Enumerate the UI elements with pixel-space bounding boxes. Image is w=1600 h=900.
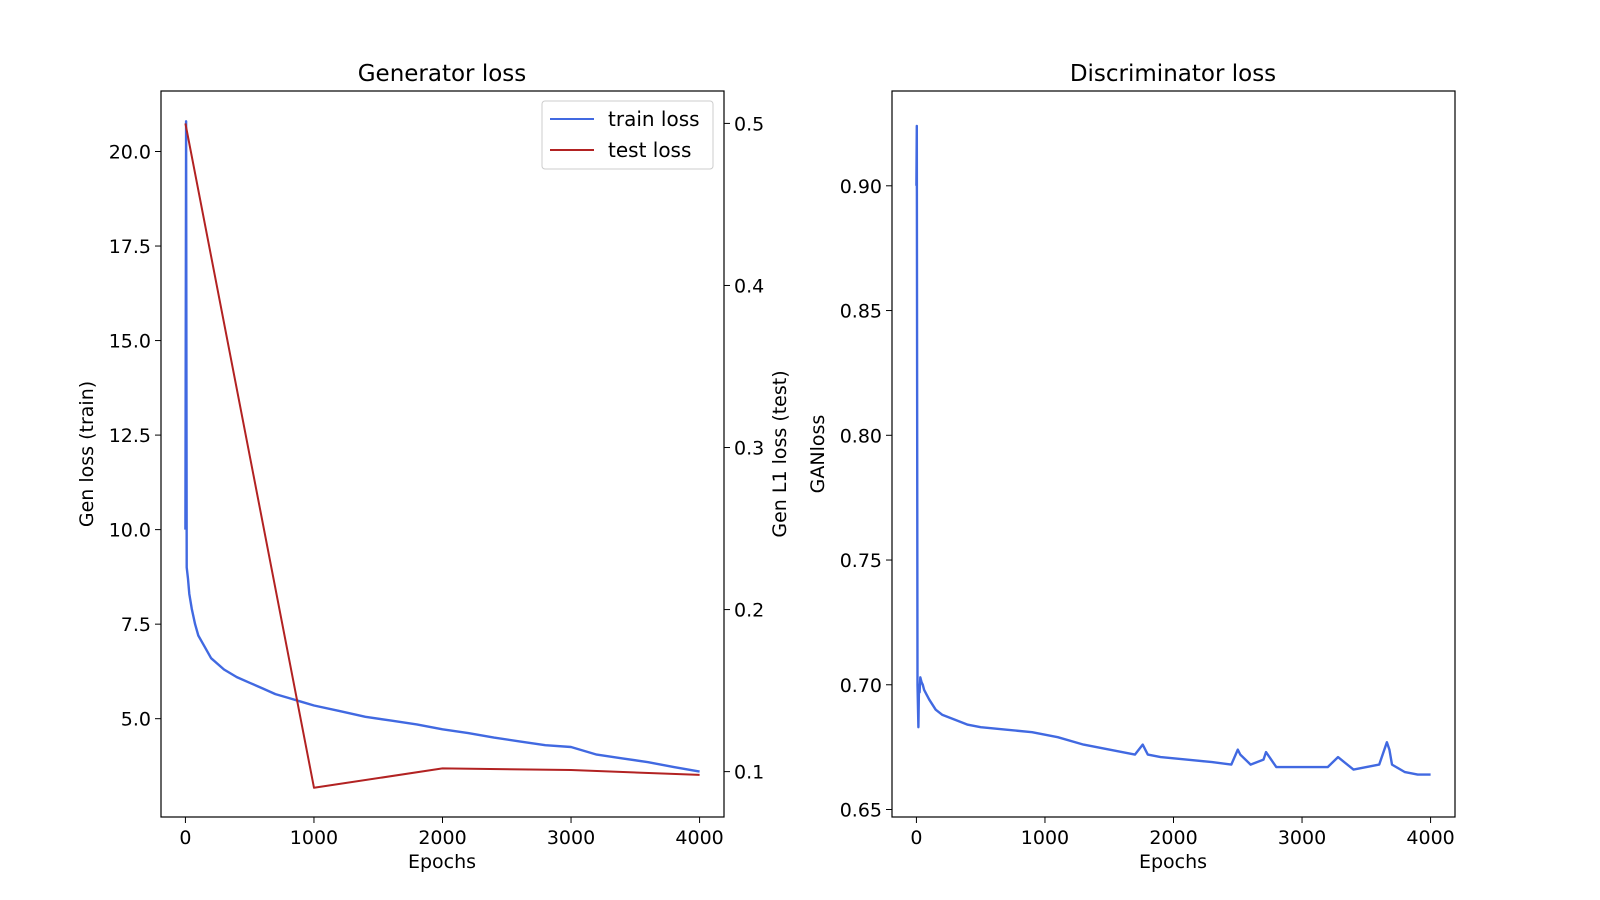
x-tick-label: 1000 [1021, 827, 1069, 849]
x-tick-label: 4000 [675, 827, 723, 849]
plot-lines [184, 120, 700, 789]
x-tick-label: 4000 [1406, 827, 1454, 849]
legend-entry-test-loss: test loss [608, 138, 691, 162]
y-tick-label: 17.5 [109, 236, 151, 258]
y-axis-label-right: Gen L1 loss (test) [769, 370, 791, 537]
x-tick-label: 2000 [1149, 827, 1197, 849]
x-tick-label: 2000 [418, 827, 466, 849]
y-tick-label: 0.65 [840, 800, 882, 822]
series-line-train-loss [184, 120, 700, 773]
y-ticks: 0.65 0.70 0.75 0.80 0.85 0.90 [840, 176, 892, 822]
series-line-0 [915, 124, 1431, 776]
y-ticks-right: 0.1 0.2 0.3 0.4 0.5 [724, 113, 764, 784]
x-ticks: 0 1000 2000 3000 4000 [910, 817, 1455, 849]
x-axis-label: Epochs [1139, 851, 1207, 873]
y-tick-label-right: 0.2 [734, 600, 764, 622]
y-tick-label: 5.0 [121, 709, 151, 731]
y-tick-label-right: 0.3 [734, 438, 764, 460]
generator-loss-chart: Generator loss 0 1000 2000 3000 4000 5.0 7.5 1… [76, 61, 791, 873]
y-tick-label: 0.85 [840, 301, 882, 323]
chart-title: Generator loss [358, 61, 527, 87]
y-ticks: 5.0 7.5 10.0 12.5 15.0 17.5 20.0 [109, 142, 161, 731]
legend: train loss test loss [541, 100, 714, 170]
x-tick-label: 3000 [547, 827, 595, 849]
plot-lines [915, 124, 1431, 776]
y-axis-label: Gen loss (train) [76, 381, 98, 527]
x-axis-label: Epochs [408, 851, 476, 873]
y-tick-label-right: 0.5 [734, 113, 764, 135]
chart-title: Discriminator loss [1070, 61, 1276, 87]
discriminator-loss-chart: Discriminator loss 0 1000 2000 3000 4000 0.6… [807, 61, 1456, 873]
y-tick-label-right: 0.1 [734, 762, 764, 784]
y-tick-label: 0.75 [840, 550, 882, 572]
y-axis-label: GANloss [807, 415, 829, 494]
y-tick-label: 15.0 [109, 331, 151, 353]
plot-frame [891, 90, 1456, 818]
x-tick-label: 0 [179, 827, 191, 849]
y-tick-label-right: 0.4 [734, 275, 764, 297]
y-tick-label: 0.80 [840, 425, 882, 447]
y-tick-label: 7.5 [121, 614, 151, 636]
x-tick-label: 1000 [290, 827, 338, 849]
y-tick-label: 0.70 [840, 675, 882, 697]
legend-entry-train-loss: train loss [608, 107, 700, 131]
series-line-test-loss [184, 123, 700, 789]
x-tick-label: 0 [910, 827, 922, 849]
y-tick-label: 0.90 [840, 176, 882, 198]
y-tick-label: 12.5 [109, 425, 151, 447]
y-tick-label: 10.0 [109, 520, 151, 542]
y-tick-label: 20.0 [109, 142, 151, 164]
x-tick-label: 3000 [1278, 827, 1326, 849]
x-ticks: 0 1000 2000 3000 4000 [179, 817, 724, 849]
plot-frame [160, 90, 725, 818]
